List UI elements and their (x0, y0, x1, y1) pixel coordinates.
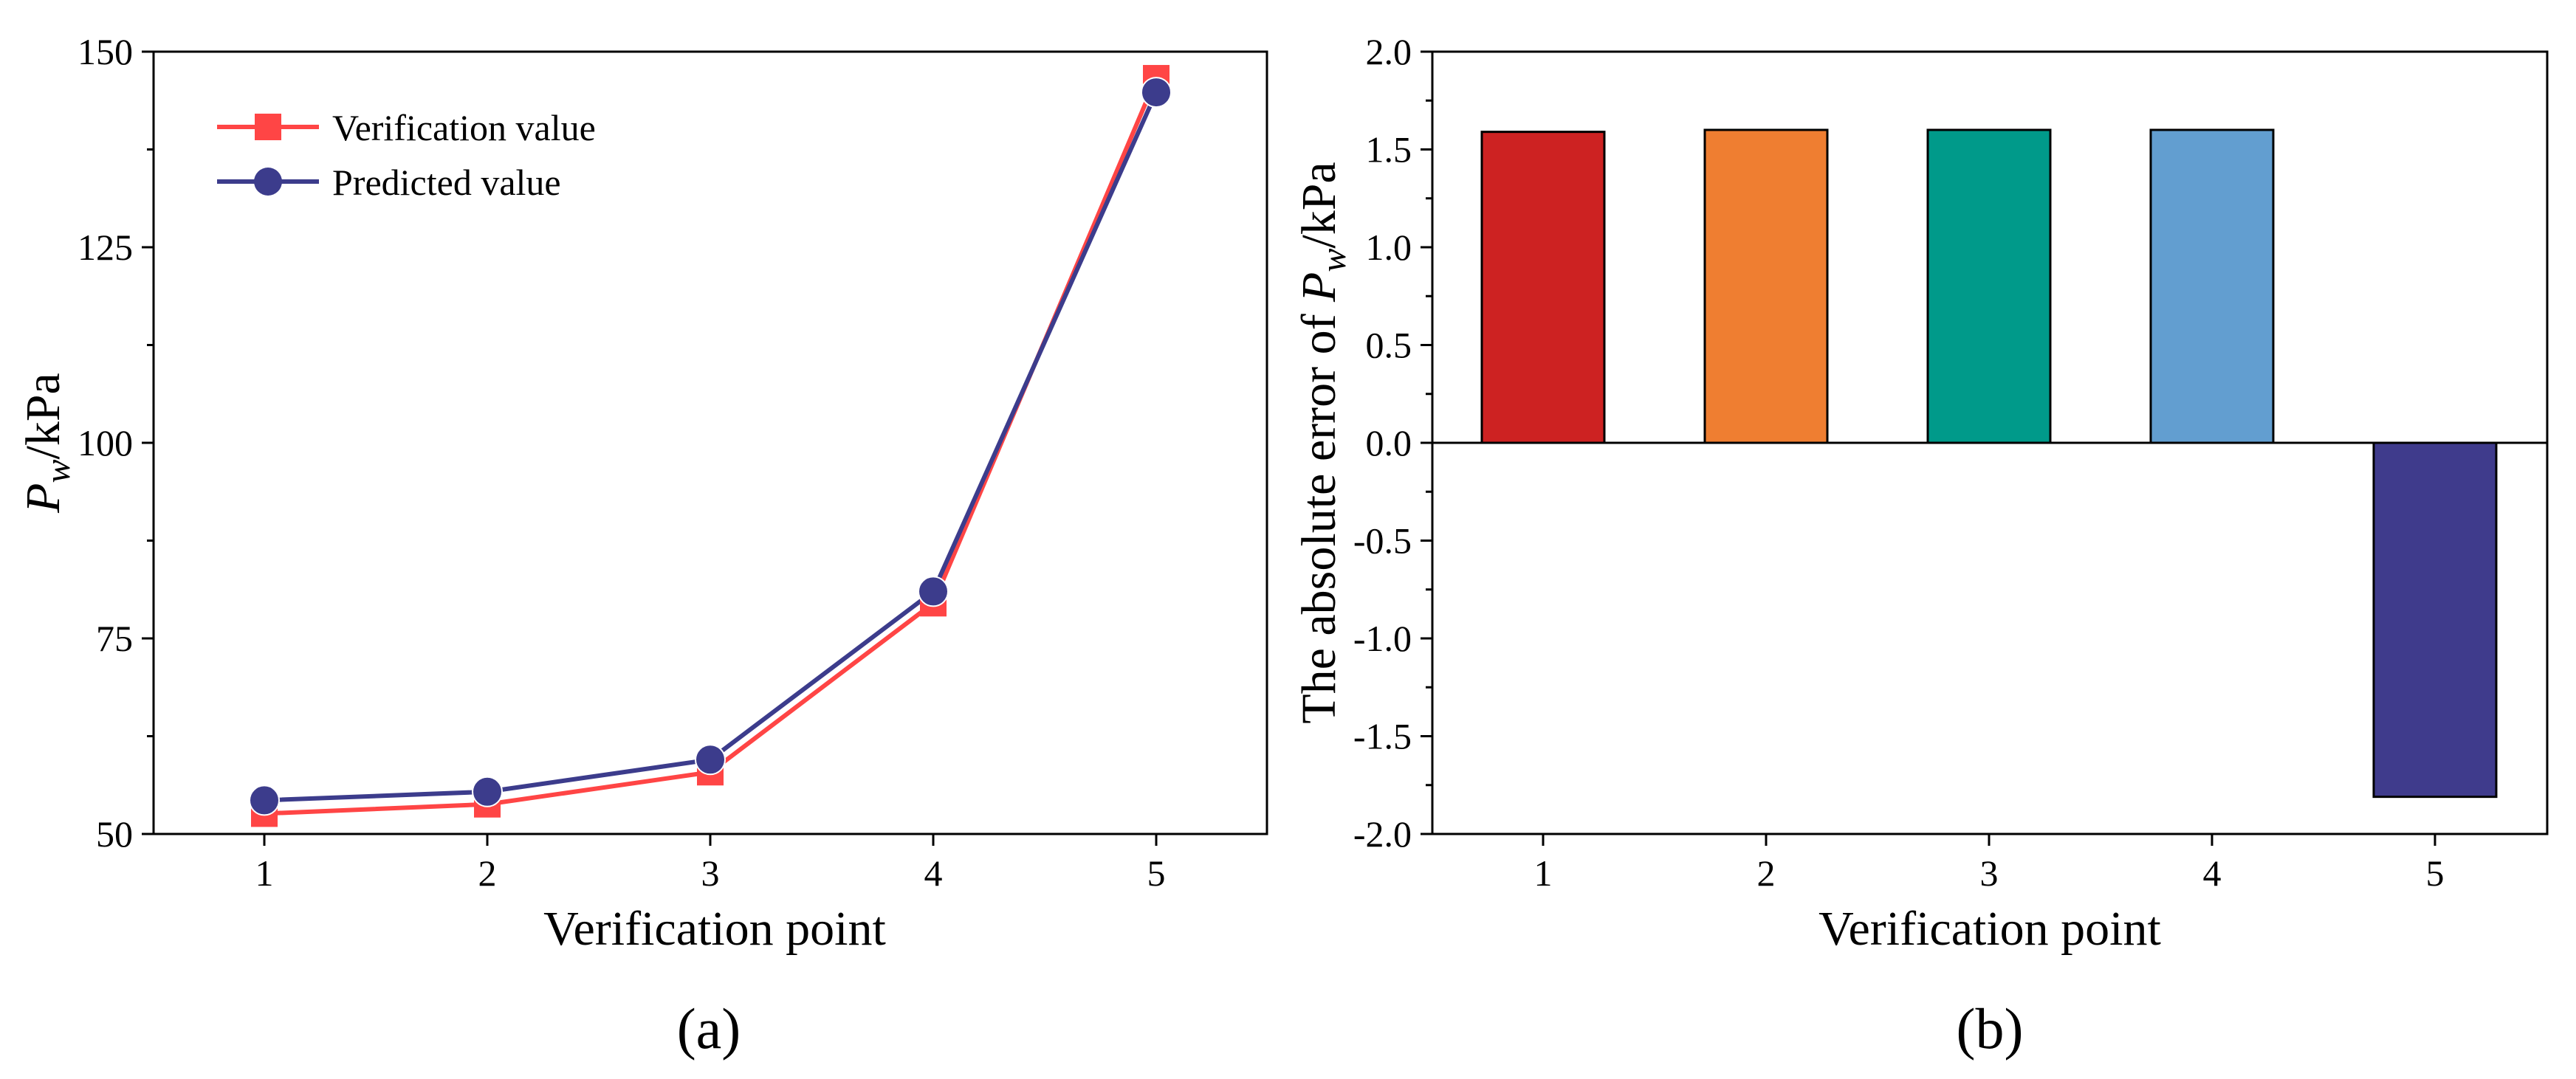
panel-a-y-axis-var: P (16, 483, 70, 514)
predicted-point-marker (695, 744, 726, 776)
panel-a-y-axis-sub: w (38, 460, 78, 483)
panel-b-x-tick-label: 1 (1534, 852, 1553, 894)
panel-b-x-tick-label: 5 (2426, 852, 2445, 894)
panel-b-x-tick-label: 2 (1757, 852, 1776, 894)
panel-b-y-axis-var: P (1292, 272, 1346, 303)
panel-b-y-tick-label: 0.0 (1366, 422, 1412, 463)
panel-a-x-tick-label: 5 (1147, 852, 1166, 894)
panel-a-x-ticks: 1 2 3 4 5 (255, 834, 1166, 894)
panel-a-y-ticks: 50 75 100 125 150 (78, 31, 154, 855)
panel-b-x-tick-label: 3 (1980, 852, 1999, 894)
panel-a-y-axis-unit: /kPa (16, 373, 70, 459)
panel-a-y-tick-label: 150 (78, 31, 133, 72)
panel-a-legend: Verification value Predicted value (217, 107, 596, 203)
panel-b-y-tick-label: 1.0 (1366, 227, 1412, 268)
bar-point-2 (1703, 128, 1829, 444)
panel-a-y-axis-title: Pw/kPa (16, 373, 78, 514)
panel-b-y-axis-title: The absolute error of Pw/kPa (1292, 162, 1353, 723)
panel-b-bars (1432, 128, 2547, 799)
predicted-point-marker (918, 576, 949, 607)
legend-predicted-label: Predicted value (332, 162, 561, 203)
panel-a-frame (152, 50, 1268, 835)
panel-b-y-axis-prefix: The absolute error of (1292, 302, 1346, 724)
panel-b-y-tick-label: 1.5 (1366, 129, 1412, 170)
panel-a-y-tick-label: 50 (96, 813, 133, 855)
panel-b-x-tick-label: 4 (2203, 852, 2222, 894)
panel-b-x-ticks: 1 2 3 4 5 (1534, 834, 2445, 894)
panel-b-y-axis-sub: w (1314, 249, 1353, 272)
panel-a-plot-area (152, 50, 1268, 835)
panel-b-y-tick-label: -1.5 (1353, 716, 1412, 757)
legend-verification-marker (255, 114, 281, 140)
bar-point-4 (2149, 128, 2275, 444)
panel-b-y-axis-unit: /kPa (1292, 162, 1346, 248)
panel-b-bar-chart: 1 2 3 4 5 -2.0 -1.5 -1.0 -0.5 0.0 0.5 1.0 1.5 2.0 Ve… (1292, 31, 2549, 1061)
panel-b-y-tick-label: 2.0 (1366, 31, 1412, 72)
predicted-point-marker (1141, 77, 1172, 108)
panel-a-label: (a) (677, 996, 741, 1061)
legend-verification-label: Verification value (332, 107, 596, 148)
panel-a-y-tick-label: 100 (78, 422, 133, 463)
panel-a-x-tick-label: 1 (255, 852, 274, 894)
panel-b-y-ticks: -2.0 -1.5 -1.0 -0.5 0.0 0.5 1.0 1.5 2.0 (1353, 31, 1432, 855)
bar-point-3 (1926, 128, 2052, 444)
panel-b-y-tick-label: -0.5 (1353, 520, 1412, 562)
panel-a-x-axis-title: Verification point (543, 902, 886, 956)
panel-a-x-tick-label: 2 (478, 852, 497, 894)
panel-a-series (249, 65, 1172, 827)
panel-a-x-tick-label: 4 (924, 852, 943, 894)
predicted-point-marker (472, 776, 503, 807)
panel-a-y-tick-label: 75 (96, 618, 133, 659)
panel-b-x-axis-title: Verification point (1818, 902, 2161, 956)
panel-a-y-tick-label: 125 (78, 227, 133, 268)
panel-a-x-tick-label: 3 (701, 852, 720, 894)
panel-b-label: (b) (1957, 996, 2024, 1061)
panel-b-y-tick-label: -1.0 (1353, 618, 1412, 659)
panel-a-line-chart: 1 2 3 4 5 50 75 100 125 150 Verification value P… (16, 31, 1268, 1061)
bar-point-1 (1480, 131, 1606, 444)
predicted-point-marker (249, 785, 280, 816)
panel-b-y-tick-label: -2.0 (1353, 813, 1412, 855)
bar-point-5 (2372, 441, 2498, 799)
legend-predicted-marker (254, 168, 282, 196)
panel-b-y-tick-label: 0.5 (1366, 325, 1412, 366)
